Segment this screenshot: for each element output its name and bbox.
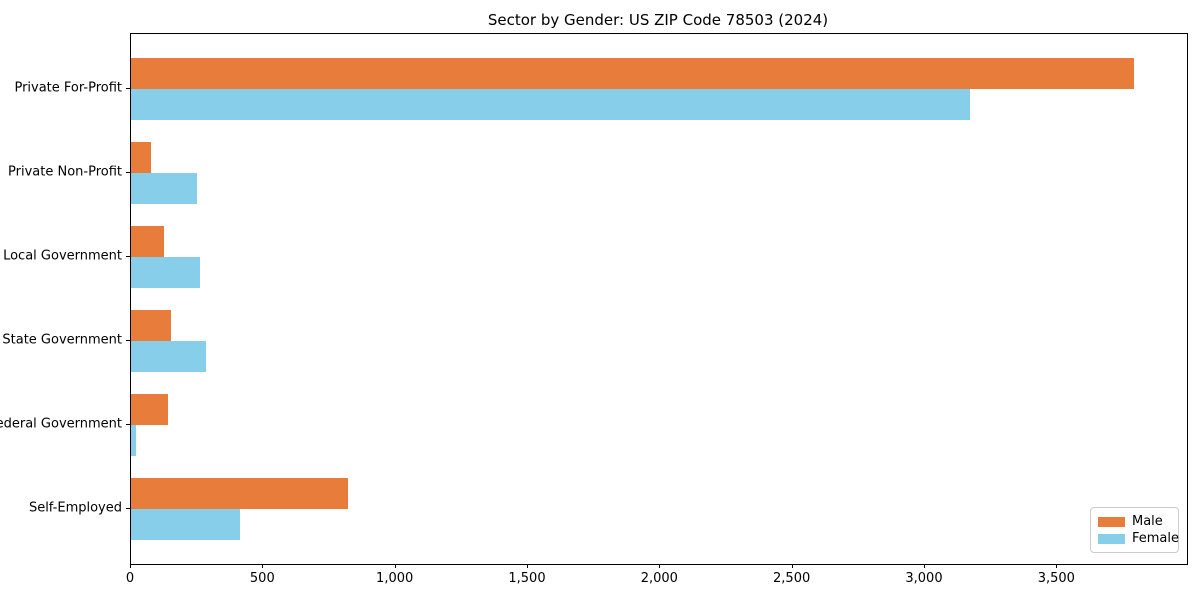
bar-female-local-government (131, 257, 200, 288)
y-tick-mark (126, 340, 130, 341)
x-tick-label: 3,000 (905, 571, 943, 586)
x-tick-mark (659, 564, 661, 568)
x-tick-mark (394, 564, 396, 568)
bar-male-self-employed (131, 478, 348, 509)
plot-area (130, 33, 1188, 565)
y-tick-label: State Government (2, 332, 122, 348)
bar-male-private-for-profit (131, 58, 1134, 89)
y-tick-mark (126, 424, 130, 425)
legend: Male Female (1090, 507, 1179, 553)
bar-female-private-non-profit (131, 173, 197, 204)
x-tick-label: 2,500 (773, 571, 811, 586)
y-tick-label: Self-Employed (28, 500, 122, 516)
y-tick-mark (126, 88, 130, 89)
x-tick-label: 500 (249, 571, 275, 586)
y-tick-mark (126, 508, 130, 509)
x-tick-mark (262, 564, 264, 568)
chart-title: Sector by Gender: US ZIP Code 78503 (202… (487, 11, 829, 29)
bar-male-federal-government (131, 394, 168, 425)
x-tick-mark (923, 564, 925, 568)
y-tick-mark (126, 256, 130, 257)
bar-female-federal-government (131, 425, 136, 456)
x-tick-mark (791, 564, 793, 568)
x-tick-mark (526, 564, 528, 568)
legend-swatch-male (1098, 516, 1125, 527)
y-tick-label: Federal Government (0, 416, 122, 432)
y-tick-label: Local Government (3, 248, 122, 264)
y-tick-label: Private For-Profit (14, 80, 122, 96)
x-tick-label: 0 (125, 571, 135, 586)
y-tick-mark (126, 172, 130, 173)
x-tick-label: 1,000 (376, 571, 414, 586)
legend-item-female: Female (1098, 530, 1179, 547)
bar-female-state-government (131, 341, 206, 372)
x-tick-mark (1056, 564, 1058, 568)
x-tick-label: 1,500 (508, 571, 546, 586)
bar-female-self-employed (131, 509, 240, 540)
legend-item-male: Male (1098, 513, 1171, 530)
bar-male-private-non-profit (131, 142, 151, 173)
legend-label-female: Female (1132, 531, 1180, 546)
x-tick-label: 3,500 (1037, 571, 1075, 586)
legend-swatch-female (1098, 533, 1125, 544)
bar-male-local-government (131, 226, 164, 257)
y-tick-label: Private Non-Profit (8, 164, 122, 180)
x-tick-mark (130, 564, 131, 568)
legend-label-male: Male (1132, 514, 1163, 529)
bar-male-state-government (131, 310, 171, 341)
x-tick-label: 2,000 (640, 571, 678, 586)
bar-female-private-for-profit (131, 89, 970, 120)
